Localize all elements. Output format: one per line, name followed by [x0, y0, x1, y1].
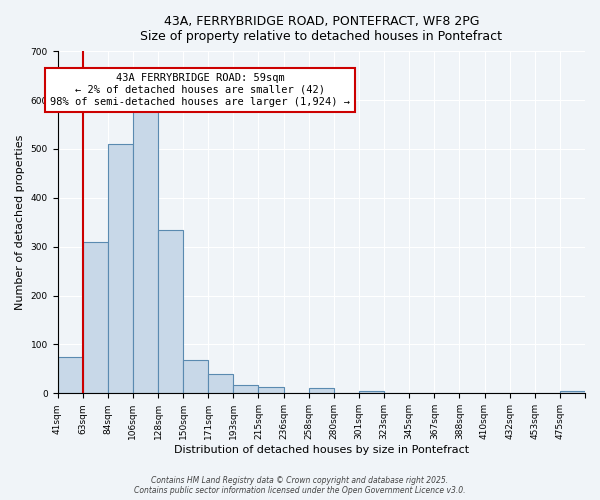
Bar — [183, 360, 208, 394]
Bar — [259, 388, 284, 394]
Bar — [83, 242, 108, 394]
Text: Contains HM Land Registry data © Crown copyright and database right 2025.
Contai: Contains HM Land Registry data © Crown c… — [134, 476, 466, 495]
Bar — [233, 384, 259, 394]
Bar — [560, 392, 585, 394]
Bar — [309, 388, 334, 394]
X-axis label: Distribution of detached houses by size in Pontefract: Distribution of detached houses by size … — [174, 445, 469, 455]
Text: 43A FERRYBRIDGE ROAD: 59sqm
← 2% of detached houses are smaller (42)
98% of semi: 43A FERRYBRIDGE ROAD: 59sqm ← 2% of deta… — [50, 74, 350, 106]
Bar — [133, 108, 158, 394]
Bar — [108, 144, 133, 394]
Bar — [208, 374, 233, 394]
Y-axis label: Number of detached properties: Number of detached properties — [15, 134, 25, 310]
Title: 43A, FERRYBRIDGE ROAD, PONTEFRACT, WF8 2PG
Size of property relative to detached: 43A, FERRYBRIDGE ROAD, PONTEFRACT, WF8 2… — [140, 15, 502, 43]
Bar — [58, 356, 83, 394]
Bar — [359, 391, 384, 394]
Bar — [158, 230, 183, 394]
